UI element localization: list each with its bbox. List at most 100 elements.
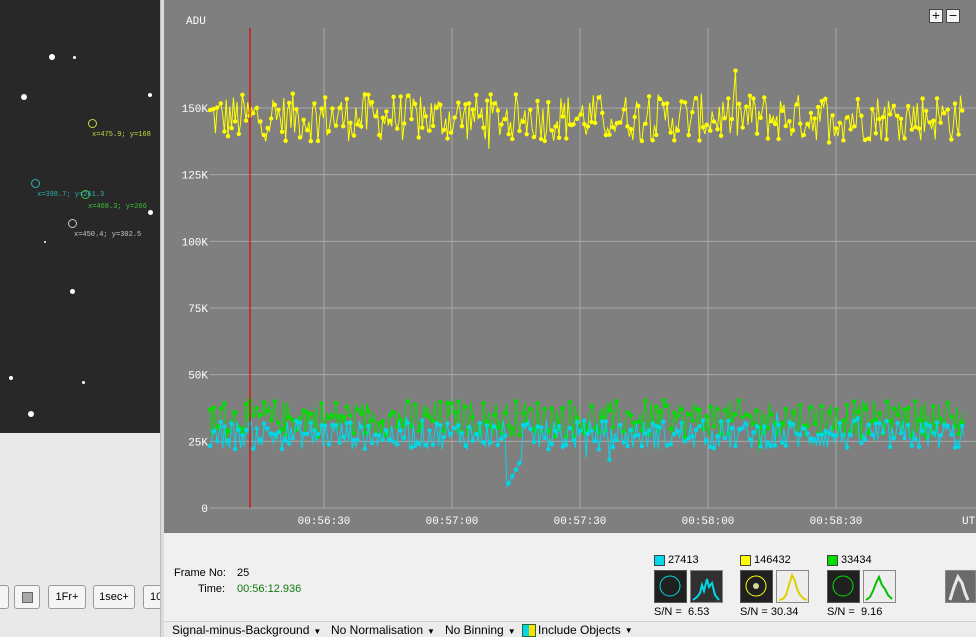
dropdown-arrow-icon: ▼ — [507, 627, 516, 636]
series-point — [600, 110, 605, 116]
series-point — [215, 424, 220, 429]
star — [82, 381, 85, 384]
series-point — [549, 442, 555, 447]
series-point — [434, 105, 439, 111]
series-point — [844, 115, 850, 120]
series-point — [589, 428, 594, 433]
include-objects-dropdown[interactable]: Include Objects ▼ — [522, 623, 633, 637]
series-point — [272, 102, 277, 108]
series-point — [664, 443, 670, 448]
object-color-swatch[interactable] — [654, 555, 665, 566]
series-point — [657, 425, 663, 430]
binning-dropdown[interactable]: No Binning ▼ — [445, 623, 516, 637]
series-point — [240, 92, 245, 98]
series-point — [438, 423, 443, 428]
series-point — [308, 411, 313, 417]
series-point — [391, 410, 396, 415]
series-point — [693, 427, 699, 433]
series-point — [909, 127, 914, 132]
star-field-image[interactable]: x=475.9; y=168 x=398.7; y=261.3 x=468.3;… — [0, 0, 160, 433]
series-point — [661, 101, 666, 107]
series-point — [808, 436, 814, 441]
object-1-thumbnail[interactable] — [654, 570, 687, 603]
series-point — [222, 401, 227, 406]
series-line — [209, 412, 965, 489]
series-point — [621, 440, 627, 445]
target-marker-green[interactable] — [81, 190, 90, 199]
series-point — [269, 431, 274, 436]
series-point — [279, 446, 285, 452]
light-curve-chart[interactable]: 0 25K 50K 75K 100K 125K 150K 00:56:30 00:57:00 00… — [164, 0, 976, 533]
zoom-out-button[interactable]: − — [946, 9, 960, 23]
series-point — [772, 121, 778, 127]
series-point — [884, 399, 889, 404]
partial-button[interactable] — [0, 585, 9, 609]
object-2-psf-profile[interactable] — [776, 570, 809, 603]
normalisation-dropdown[interactable]: No Normalisation ▼ — [331, 623, 435, 637]
series-point — [287, 100, 292, 106]
series-point — [754, 408, 760, 414]
object-3-psf-profile[interactable] — [863, 570, 896, 603]
series-point — [535, 401, 540, 406]
object-2-thumbnail[interactable] — [740, 570, 773, 603]
dropdown-arrow-icon: ▼ — [624, 625, 633, 635]
target-marker-yellow[interactable] — [88, 119, 97, 128]
series-point — [524, 422, 529, 427]
series-point — [895, 412, 900, 418]
object-3-thumbnail[interactable] — [827, 570, 860, 603]
series-point — [524, 132, 529, 137]
series-point — [416, 441, 421, 446]
signal-mode-dropdown[interactable]: Signal-minus-Background ▼ — [172, 623, 321, 637]
series-point — [459, 430, 465, 436]
series-point — [366, 423, 371, 429]
series-point — [672, 431, 677, 437]
series-point — [722, 116, 727, 121]
stop-button[interactable] — [14, 585, 40, 609]
series-point — [834, 126, 839, 131]
light-curve-plot[interactable]: 0 25K 50K 75K 100K 125K 150K 00:56:30 00:57:00 00… — [164, 0, 976, 533]
series-point — [639, 444, 645, 449]
object-color-swatch[interactable] — [740, 555, 751, 566]
series-point — [456, 100, 461, 105]
series-point — [236, 427, 241, 433]
series-point — [866, 430, 871, 436]
object-1-psf-profile[interactable] — [690, 570, 723, 603]
series-point — [510, 426, 515, 431]
series-point — [794, 102, 799, 107]
next-second-button[interactable]: 1sec+ — [93, 585, 135, 609]
star-coordinate-label: x=475.9; y=168 — [92, 131, 151, 139]
series-point — [333, 422, 339, 428]
series-point — [463, 404, 468, 410]
target-marker-cyan[interactable] — [31, 179, 40, 188]
series-point — [290, 436, 295, 441]
series-point — [222, 424, 227, 429]
series-point — [211, 405, 216, 410]
series-point — [416, 428, 421, 434]
panel-divider[interactable] — [160, 0, 164, 637]
normalisation-label: No Normalisation — [331, 623, 424, 637]
series-point — [243, 401, 249, 407]
series-point — [916, 418, 922, 423]
object-color-swatch[interactable] — [827, 555, 838, 566]
zoom-in-button[interactable]: + — [929, 9, 943, 23]
series-point — [369, 440, 375, 446]
target-marker-gray[interactable] — [68, 219, 77, 228]
series-point — [567, 400, 573, 405]
series-point — [711, 446, 717, 451]
series-point — [866, 422, 871, 427]
series-point — [319, 106, 324, 111]
series-point — [942, 111, 947, 116]
series-point — [474, 92, 479, 98]
series-point — [754, 131, 760, 136]
series-point — [837, 120, 842, 126]
series-point — [837, 420, 842, 425]
series-point — [387, 118, 393, 123]
series-point — [841, 418, 846, 423]
series-point — [826, 431, 832, 436]
object-4-psf-profile-partial[interactable] — [945, 570, 976, 603]
series-point — [233, 446, 238, 452]
series-point — [646, 428, 652, 433]
series-point — [377, 433, 382, 438]
next-frame-button[interactable]: 1Fr+ — [48, 585, 86, 609]
series-point — [520, 422, 526, 428]
